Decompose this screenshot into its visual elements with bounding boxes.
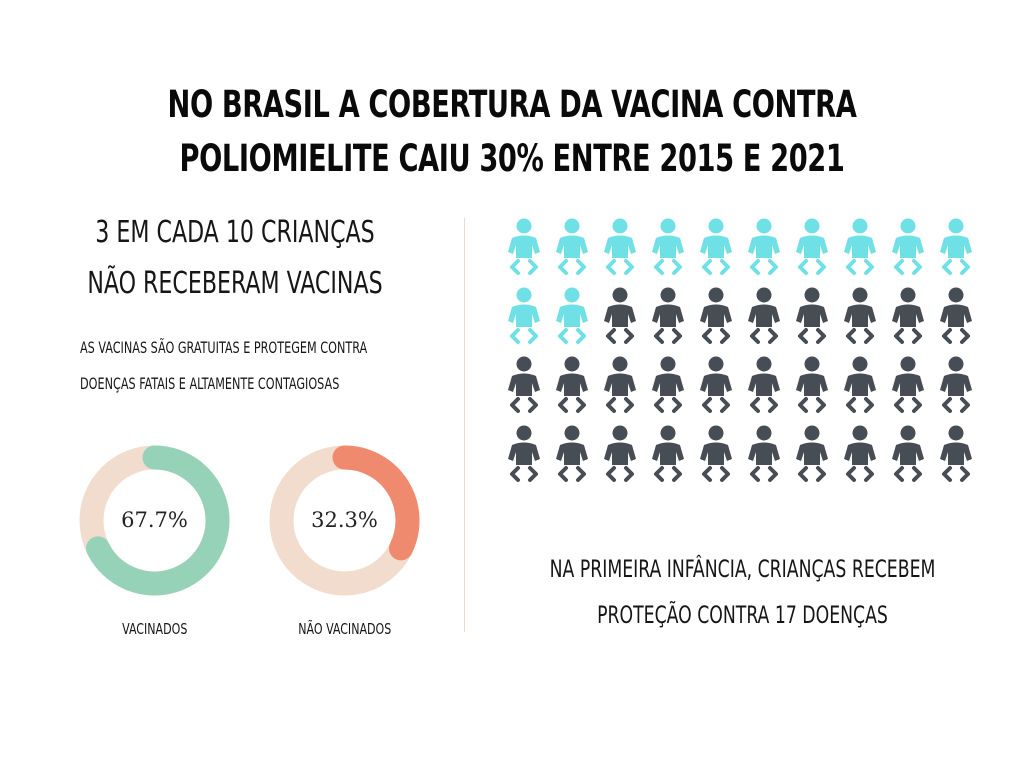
donut-value-label: 32.3%	[311, 508, 378, 532]
baby-icon-highlighted	[892, 218, 924, 275]
baby-icon	[892, 425, 924, 482]
baby-icon-highlighted	[604, 218, 636, 275]
baby-icon	[604, 425, 636, 482]
donut-chart-not-vaccinated: 32.3%	[269, 445, 420, 596]
baby-icon	[940, 356, 972, 413]
baby-icon	[940, 287, 972, 344]
baby-icon-highlighted	[748, 218, 780, 275]
baby-icon	[796, 287, 828, 344]
baby-icon-highlighted	[556, 218, 588, 275]
headline-line-2: NÃO RECEBERAM VACINAS	[87, 266, 383, 301]
baby-icon	[652, 356, 684, 413]
baby-icon	[652, 287, 684, 344]
baby-icon	[700, 356, 732, 413]
caption-line-1: NA PRIMEIRA INFÂNCIA, CRIANÇAS RECEBEM	[549, 555, 936, 583]
baby-icon	[940, 425, 972, 482]
donut-value-label: 67.7%	[121, 508, 188, 532]
baby-icon	[556, 356, 588, 413]
baby-icon	[748, 425, 780, 482]
baby-icon	[748, 356, 780, 413]
baby-icon-highlighted	[796, 218, 828, 275]
donut-arc-not-vaccinated	[332, 445, 420, 561]
baby-icon-highlighted	[556, 287, 588, 344]
baby-icon	[748, 287, 780, 344]
subtext-line-2: DOENÇAS FATAIS E ALTAMENTE CONTAGIOSAS	[80, 374, 340, 393]
caption-line-2: PROTEÇÃO CONTRA 17 DOENÇAS	[597, 601, 888, 629]
title-line-1: NO BRASIL A COBERTURA DA VACINA CONTRA	[167, 83, 857, 126]
donut-arc-vaccinated	[86, 445, 230, 596]
subtext-line-1: AS VACINAS SÃO GRATUITAS E PROTEGEM CONT…	[80, 338, 368, 357]
donut-chart-vaccinated: 67.7%	[79, 445, 230, 596]
vertical-divider	[464, 218, 465, 632]
baby-icon-highlighted	[508, 287, 540, 344]
baby-icon	[844, 356, 876, 413]
donut-label-vaccinated: VACINADOS	[122, 620, 188, 638]
baby-icon-highlighted	[700, 218, 732, 275]
donut-label-not-vaccinated: NÃO VACINADOS	[298, 620, 392, 638]
headline-line-1: 3 EM CADA 10 CRIANÇAS	[95, 215, 375, 250]
baby-icon	[796, 356, 828, 413]
baby-icon	[892, 287, 924, 344]
subtext: AS VACINAS SÃO GRATUITAS E PROTEGEM CONT…	[80, 330, 460, 402]
baby-icon	[844, 425, 876, 482]
baby-icon-highlighted	[652, 218, 684, 275]
baby-icon	[844, 287, 876, 344]
baby-icon	[700, 287, 732, 344]
baby-icon	[508, 425, 540, 482]
baby-icon	[796, 425, 828, 482]
baby-icon-highlighted	[844, 218, 876, 275]
baby-icon-highlighted	[508, 218, 540, 275]
caption: NA PRIMEIRA INFÂNCIA, CRIANÇAS RECEBEM P…	[500, 546, 985, 638]
baby-icon	[700, 425, 732, 482]
headline: 3 EM CADA 10 CRIANÇAS NÃO RECEBERAM VACI…	[40, 207, 430, 309]
baby-icon	[604, 356, 636, 413]
baby-icon	[892, 356, 924, 413]
baby-pictogram	[508, 218, 972, 482]
title-line-2: POLIOMIELITE CAIU 30% ENTRE 2015 E 2021	[179, 137, 845, 180]
baby-icon	[652, 425, 684, 482]
baby-icon	[508, 356, 540, 413]
page-title: NO BRASIL A COBERTURA DA VACINA CONTRA P…	[0, 78, 1024, 186]
baby-icon	[604, 287, 636, 344]
baby-icon-highlighted	[940, 218, 972, 275]
baby-icon	[556, 425, 588, 482]
